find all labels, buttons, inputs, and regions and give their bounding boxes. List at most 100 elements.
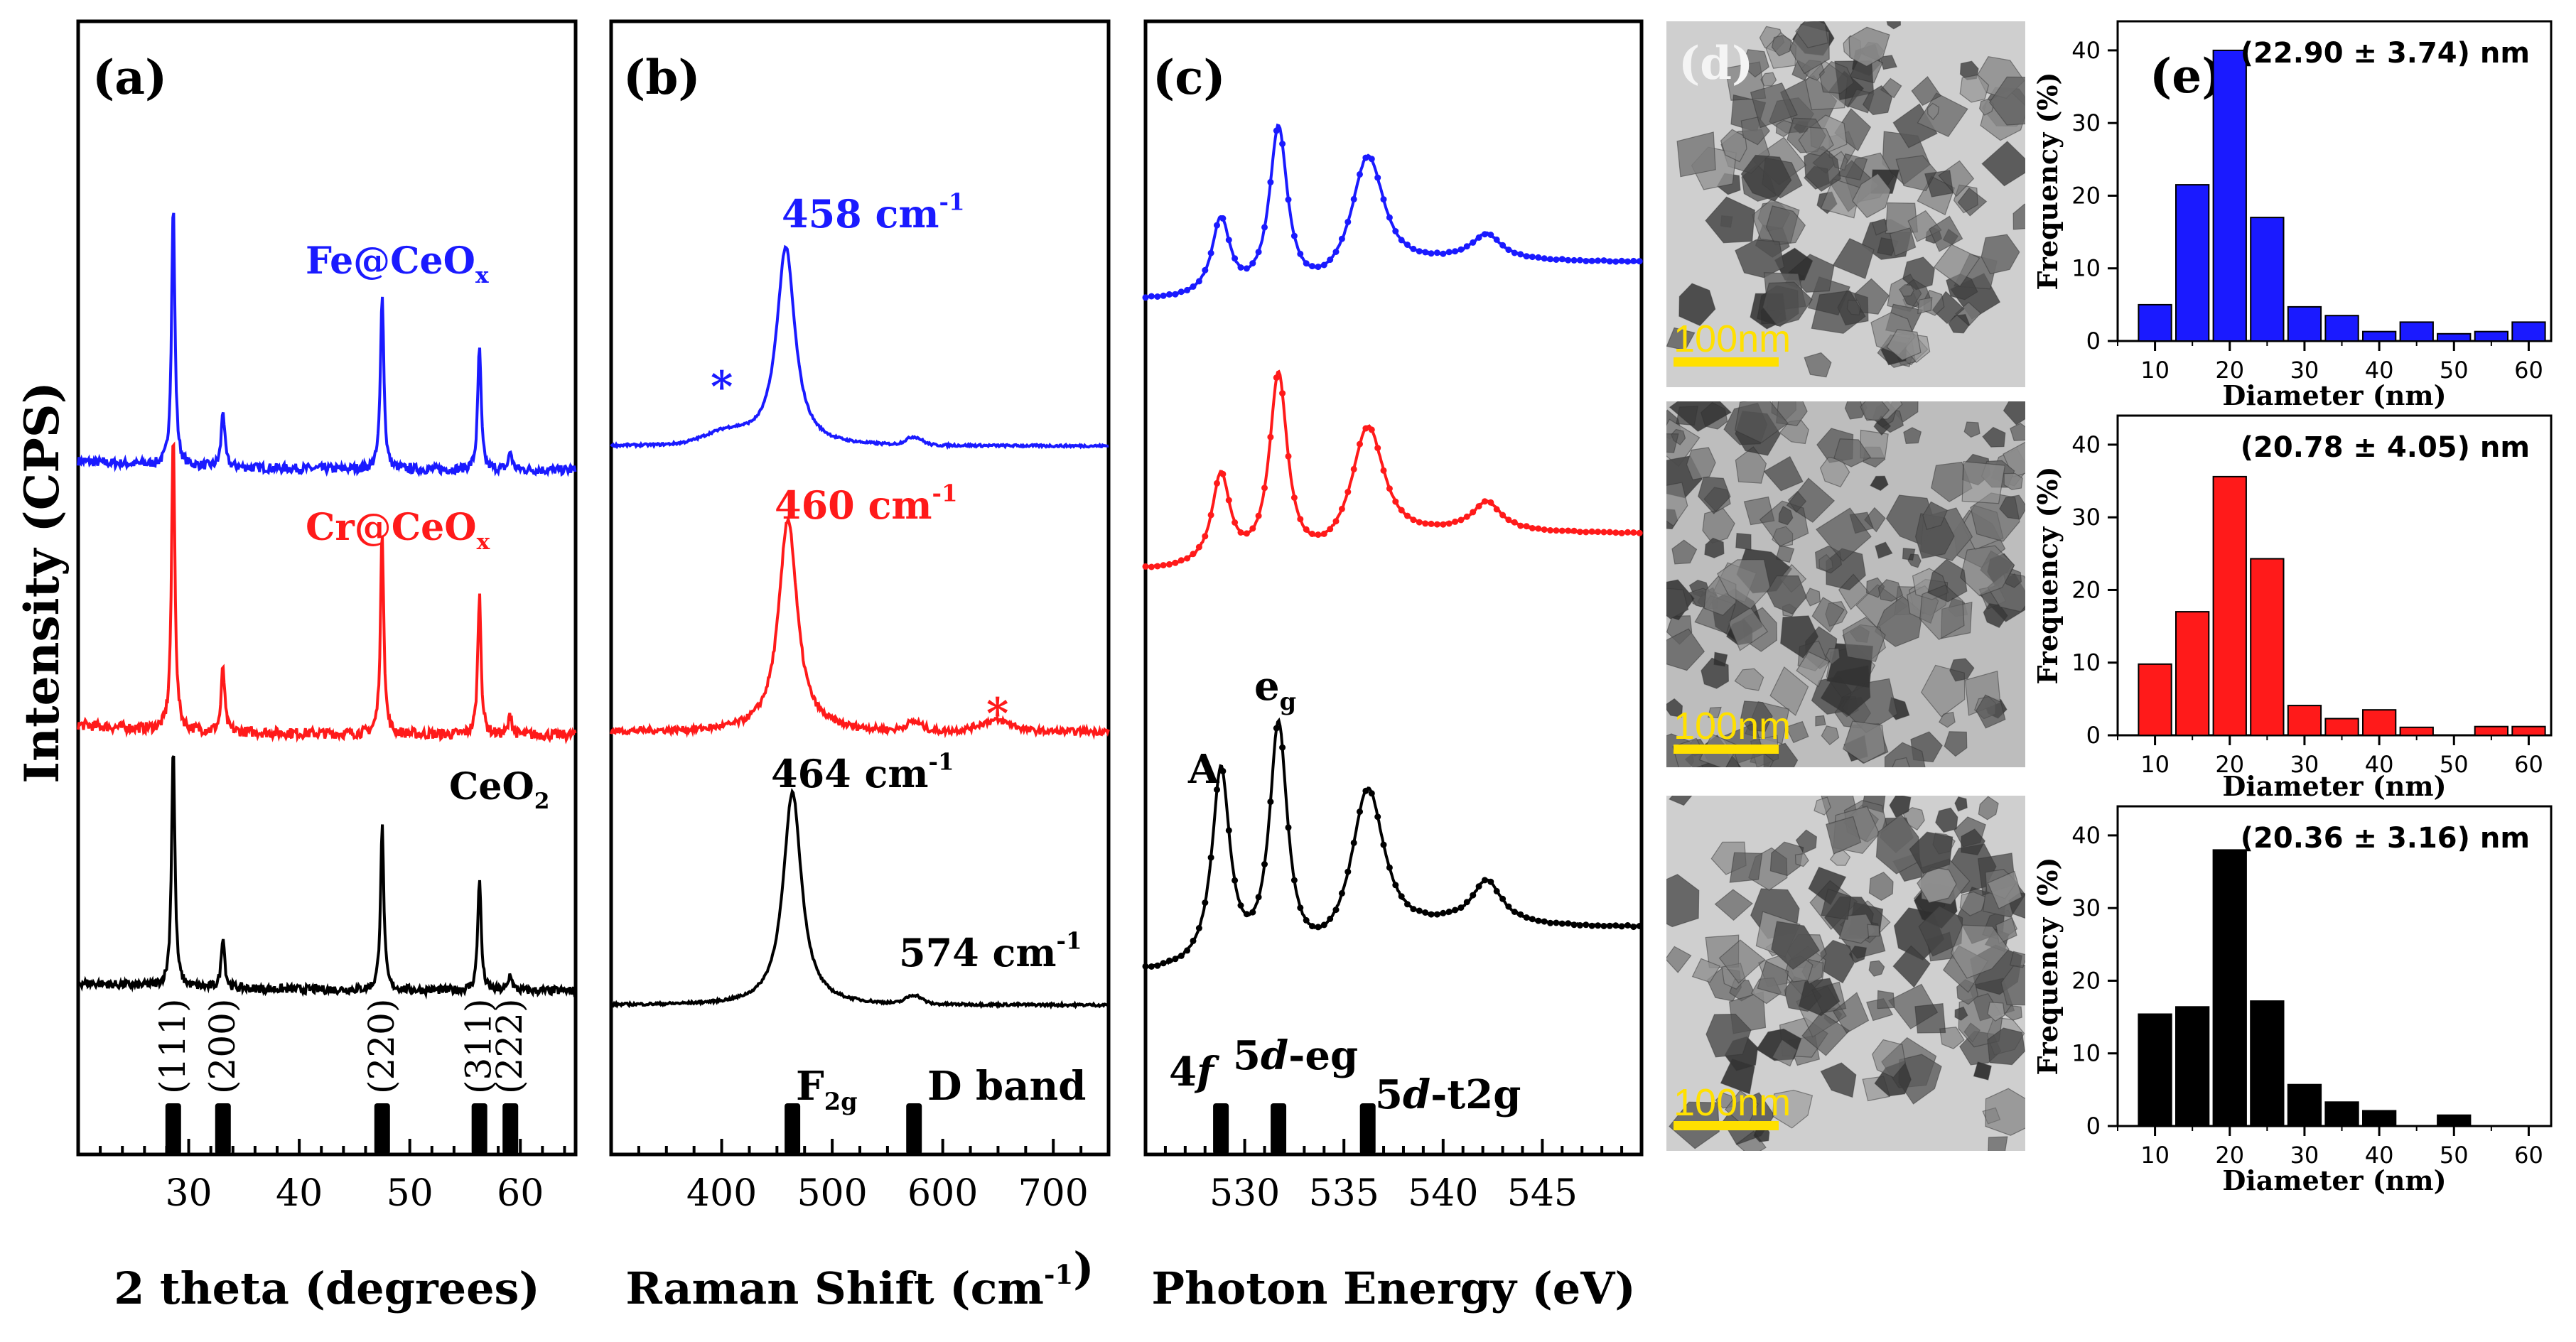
scale-label-3: 100nm: [1674, 1081, 1791, 1124]
hist-x-axis-title: Diameter (nm): [2222, 770, 2446, 802]
hist-y-axis-title: Frequency (%): [2032, 466, 2064, 684]
xas-ref-label-5d-t2g: 5d-t2g: [1375, 1071, 1521, 1118]
hist-bar-cr: [2362, 709, 2397, 737]
xas-series-ce: [1144, 717, 1642, 969]
hist-bar-fe: [2399, 321, 2434, 342]
xas-markers-cr: [1142, 374, 1643, 570]
hist-xtick-label: 50: [2440, 357, 2469, 384]
raman-ref-label-f2g: F2g: [796, 1063, 858, 1115]
xas-ref-label-5d-eg: 5d-eg: [1233, 1032, 1358, 1079]
hist-xtick-label: 10: [2140, 751, 2170, 778]
scale-bar-2: [1674, 745, 1779, 754]
tem-image-ceo2: [1666, 796, 2025, 1151]
xrd-tick-label: 50: [387, 1172, 433, 1215]
xrd-label-cr: Cr@CeOx: [306, 506, 490, 555]
hist-ytick-label: 20: [2071, 967, 2101, 994]
hist-bar-cr: [2399, 726, 2434, 737]
hist-bar-ce: [2287, 1083, 2322, 1127]
hist-xtick-label: 20: [2215, 1142, 2244, 1169]
xas-label-a: A: [1187, 746, 1220, 793]
tem-image-fe: [1666, 21, 2025, 387]
xas-tick-label: 535: [1309, 1172, 1379, 1215]
hist-xtick-label: 60: [2514, 1142, 2543, 1169]
hist-ytick-label: 30: [2071, 109, 2101, 136]
xrd-label-fe: Fe@CeOx: [306, 239, 489, 288]
xas-series-cr: [1145, 369, 1642, 569]
hist-y-axis-title: Frequency (%): [2032, 72, 2064, 290]
xrd-frame: [76, 19, 578, 1157]
hist-bar-ce: [2175, 1006, 2210, 1127]
hist-bar-cr: [2250, 558, 2285, 736]
scale-bar-3: [1674, 1121, 1779, 1130]
xas-label-eg: eg: [1254, 663, 1296, 715]
xas-ref-bar: [1213, 1103, 1229, 1154]
hist-bar-cr: [2175, 611, 2210, 736]
hist-ytick-label: 0: [2086, 328, 2101, 355]
hist-xtick-label: 50: [2440, 1142, 2469, 1169]
hist-bar-ce: [2212, 849, 2247, 1127]
raman-ref-bar: [906, 1103, 922, 1154]
raman-label-fe: 458 cm-1: [782, 189, 965, 237]
hist-ytick-label: 10: [2071, 255, 2101, 282]
hist-xtick-label: 20: [2215, 751, 2244, 778]
hist-bar-cr: [2287, 705, 2322, 736]
raman-tick-label: 400: [686, 1172, 757, 1215]
hist-bar-fe: [2437, 332, 2472, 342]
xas-x-axis-title: Photon Energy (eV): [1151, 1262, 1635, 1314]
xrd-ref-bar: [215, 1103, 231, 1154]
xrd-x-axis-title: 2 theta (degrees): [114, 1262, 540, 1314]
hist-xtick-label: 40: [2365, 1142, 2394, 1169]
hist-bar-cr: [2324, 718, 2359, 736]
xas-markers-ce: [1142, 725, 1643, 970]
scale-label-1: 100nm: [1674, 318, 1791, 360]
tem-image-cr: [1666, 401, 2025, 767]
xrd-ref-bar: [502, 1103, 519, 1154]
panel-label-a: (a): [92, 50, 167, 105]
hist-ytick-label: 40: [2071, 37, 2101, 64]
xas-series-fe: [1145, 123, 1642, 300]
hist-bar-fe: [2474, 330, 2508, 342]
hist-bar-fe: [2511, 321, 2546, 342]
hist-ytick-label: 40: [2071, 822, 2101, 849]
hist-xtick-label: 30: [2290, 357, 2319, 384]
tem-texture: [1666, 401, 2025, 767]
raman-tick-label: 700: [1018, 1172, 1089, 1215]
hist-xtick-label: 10: [2140, 357, 2170, 384]
hist-ytick-label: 0: [2086, 722, 2101, 749]
hist-bar-fe: [2324, 315, 2359, 342]
xas-ref-bar: [1359, 1103, 1376, 1154]
hist-bar-cr: [2511, 725, 2546, 737]
hist-bar-cr: [2474, 725, 2508, 737]
hist-x-axis-title: Diameter (nm): [2222, 379, 2446, 411]
xas-ref-bar: [1271, 1103, 1287, 1154]
hist-bar-fe: [2175, 184, 2210, 342]
hist-bar-ce: [2437, 1114, 2472, 1127]
raman-label-cr: 460 cm-1: [775, 480, 958, 528]
hist-xtick-label: 60: [2514, 357, 2543, 384]
xas-tick-label: 545: [1507, 1172, 1578, 1215]
hist-bar-ce: [2250, 1000, 2285, 1127]
raman-tick-label: 500: [797, 1172, 867, 1215]
hist-bar-fe: [2250, 217, 2285, 342]
raman-tick-label: 600: [907, 1172, 978, 1215]
tem-texture: [1666, 796, 2025, 1151]
xas-ref-label-4f: 4f: [1169, 1049, 1220, 1095]
xrd-ref-bar: [165, 1103, 181, 1154]
hist-xtick-label: 60: [2514, 751, 2543, 778]
xas-markers-fe: [1142, 127, 1643, 301]
xrd-ref-label: (311): [458, 999, 500, 1094]
hist-ytick-label: 20: [2071, 182, 2101, 209]
xas-frame: [1143, 19, 1644, 1157]
raman-star-cr: *: [986, 689, 1008, 739]
raman-series-ce: [610, 788, 1110, 1010]
raman-x-axis-title: Raman Shift (cm-1): [625, 1243, 1094, 1314]
xrd-ref-bar: [374, 1103, 390, 1154]
panel-label-b: (b): [623, 50, 701, 105]
hist-xtick-label: 10: [2140, 1142, 2170, 1169]
hist-stat-ce: (20.36 ± 3.16) nm: [2241, 822, 2530, 855]
hist-xtick-label: 20: [2215, 357, 2244, 384]
hist-bar-ce: [2362, 1110, 2397, 1127]
hist-bar-fe: [2287, 305, 2322, 342]
panel-label-c: (c): [1153, 50, 1226, 105]
